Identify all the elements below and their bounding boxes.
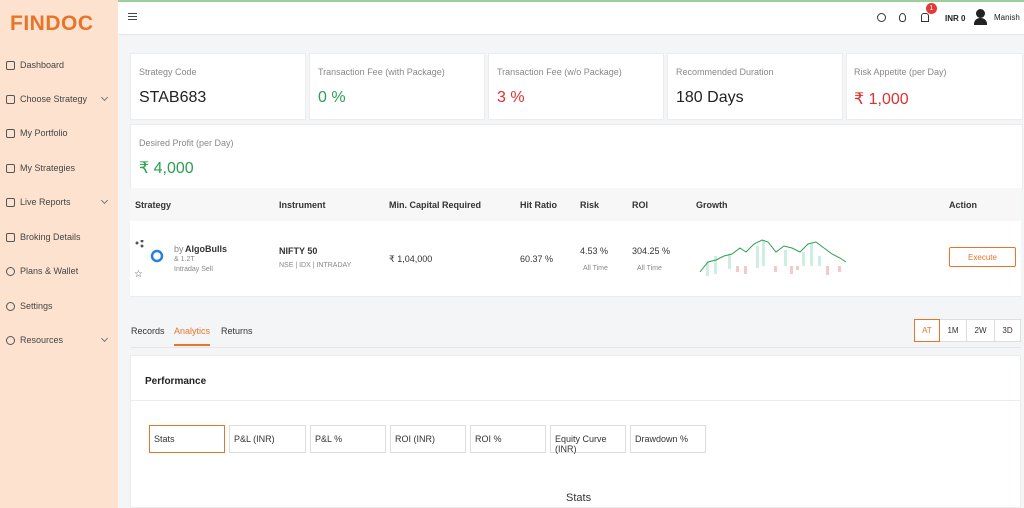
icon — [6, 164, 15, 173]
card-value: STAB683 — [139, 89, 207, 106]
roi: 304.25 % — [632, 246, 671, 256]
brand-logo: FINDOC — [10, 12, 94, 35]
info-card: Desired Profit (per Day) ₹ 4,000 — [130, 124, 1023, 189]
section-title: Stats — [566, 492, 592, 504]
column-header: Min. Capital Required — [389, 200, 482, 210]
idea-icon[interactable] — [899, 13, 906, 22]
balance: INR 0 — [945, 14, 966, 23]
range-option[interactable]: 1M — [940, 320, 967, 341]
hit-ratio: 60.37 % — [520, 254, 554, 264]
user-name[interactable]: Manish — [994, 13, 1020, 22]
divider — [131, 400, 1020, 401]
execute-button[interactable]: Execute — [949, 247, 1016, 267]
range-option[interactable]: 3D — [1002, 326, 1013, 335]
icon — [6, 61, 15, 70]
top-bar: 1 INR 0 Manish — [118, 2, 1024, 35]
range-selector: AT 1M 2W 3D — [914, 319, 1021, 342]
min-capital: ₹ 1,04,000 — [389, 254, 433, 264]
info-card: Risk Appetite (per Day) ₹ 1,000 — [846, 53, 1023, 120]
card-label: Desired Profit (per Day) — [139, 138, 234, 148]
strategy-icons: ☆ — [134, 240, 164, 280]
sidebar: FINDOC Dashboard Choose Strategy My Port… — [0, 0, 118, 508]
icon — [6, 129, 15, 138]
card-label: Recommended Duration — [676, 67, 774, 77]
icon — [6, 233, 15, 242]
card-value: ₹ 1,000 — [854, 91, 909, 108]
performance-tab-active[interactable]: Stats — [149, 425, 225, 453]
icon — [6, 267, 15, 276]
info-card: Transaction Fee (with Package) 0 % — [309, 53, 485, 120]
bell-icon[interactable] — [921, 13, 929, 22]
nav-item[interactable]: Settings — [20, 301, 53, 311]
info-card: Recommended Duration 180 Days — [667, 53, 843, 120]
avatar[interactable] — [976, 9, 985, 18]
svg-text:☆: ☆ — [134, 269, 143, 280]
card-value: 3 % — [497, 89, 525, 106]
column-header: Instrument — [279, 200, 326, 210]
column-header: Strategy — [135, 200, 172, 210]
column-header: Hit Ratio — [520, 200, 557, 210]
card-value: 180 Days — [676, 89, 744, 106]
nav-item[interactable]: Plans & Wallet — [20, 266, 79, 276]
info-card: Strategy Code STAB683 — [130, 53, 306, 120]
column-header: ROI — [632, 200, 649, 210]
risk: 4.53 % — [580, 246, 609, 256]
nav-item[interactable]: My Strategies — [20, 163, 76, 173]
performance-tab[interactable]: P&L (INR) — [229, 425, 306, 453]
instrument: NIFTY 50 — [279, 246, 318, 256]
info-card: Transaction Fee (w/o Package) 3 % — [488, 53, 664, 120]
performance-panel: Performance Stats P&L (INR) P&L % ROI (I… — [130, 355, 1021, 508]
menu-button[interactable] — [128, 13, 137, 14]
nav-item[interactable]: Resources — [20, 335, 64, 345]
icon — [6, 198, 15, 207]
performance-tab[interactable]: Equity Curve (INR) — [550, 425, 626, 454]
icon — [6, 302, 15, 311]
table-header — [130, 188, 1021, 221]
card-value: 0 % — [318, 89, 346, 106]
nav-item[interactable]: Broking Details — [20, 232, 81, 242]
provider-prefix: by — [174, 244, 184, 254]
provider[interactable]: AlgoBulls — [185, 244, 227, 254]
chevron — [100, 93, 109, 102]
nav-item[interactable]: Choose Strategy — [20, 94, 88, 104]
tab[interactable]: Records — [131, 326, 165, 336]
performance-tab[interactable]: P&L % — [310, 425, 386, 453]
card-label: Transaction Fee (w/o Package) — [497, 67, 622, 77]
range-option[interactable]: 2W — [967, 320, 995, 341]
strategy-meta: & 1.2T — [174, 256, 195, 263]
card-label: Strategy Code — [139, 67, 197, 77]
growth-sparkline — [699, 239, 847, 276]
performance-tab[interactable]: ROI % — [470, 425, 546, 453]
instrument-detail: NSE | IDX | INTRADAY — [279, 262, 352, 269]
chevron — [100, 334, 109, 343]
nav-item[interactable]: Live Reports — [20, 197, 71, 207]
risk-period: All Time — [583, 265, 608, 272]
strategy-mode: Intraday Sell — [174, 266, 213, 273]
icon — [6, 95, 15, 104]
card-value: ₹ 4,000 — [139, 160, 194, 177]
tab-active[interactable]: Analytics — [174, 326, 211, 346]
column-header: Growth — [696, 200, 728, 210]
tab-bar: Records Analytics Returns — [130, 320, 1021, 348]
performance-tab[interactable]: Drawdown % — [630, 425, 706, 453]
icon — [6, 336, 15, 345]
range-option-active[interactable]: AT — [914, 319, 940, 342]
nav-item[interactable]: My Portfolio — [20, 128, 68, 138]
help-icon[interactable] — [877, 13, 886, 22]
top-strip — [0, 0, 1024, 2]
strategy-table: Strategy Instrument Min. Capital Require… — [130, 188, 1021, 297]
notification-badge: 1 — [926, 3, 937, 14]
nav-item[interactable]: Dashboard — [20, 60, 65, 70]
avatar — [974, 18, 987, 25]
performance-tab[interactable]: ROI (INR) — [390, 425, 466, 453]
tab[interactable]: Returns — [221, 326, 253, 336]
column-header: Risk — [580, 200, 600, 210]
chevron — [100, 196, 109, 205]
card-label: Risk Appetite (per Day) — [854, 67, 947, 77]
card-label: Transaction Fee (with Package) — [318, 67, 445, 77]
panel-title: Performance — [145, 376, 207, 387]
roi-period: All Time — [637, 265, 662, 272]
column-header: Action — [949, 200, 977, 210]
